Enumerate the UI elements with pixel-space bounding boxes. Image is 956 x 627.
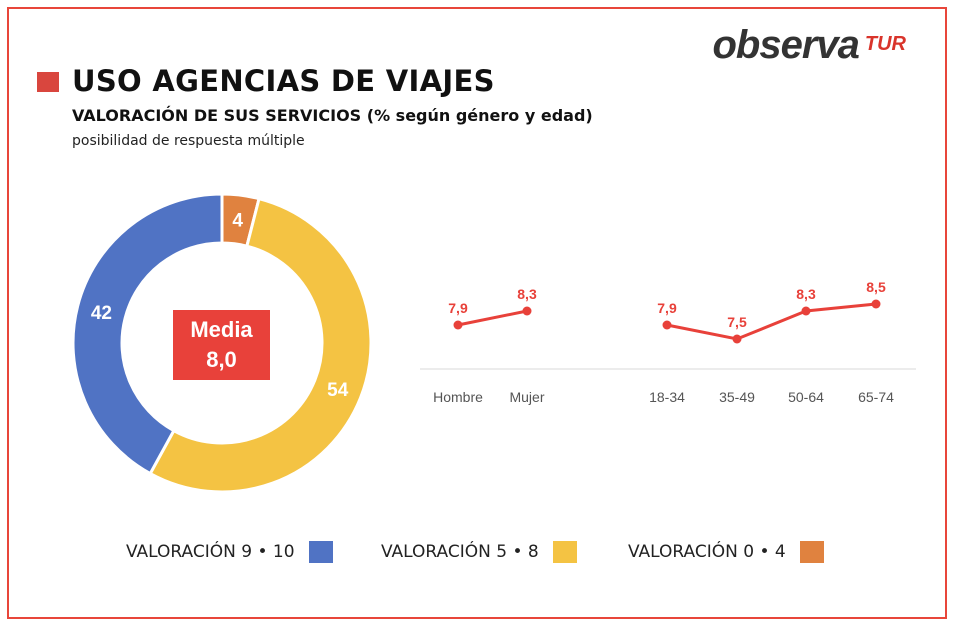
x-tick-label: 65-74 bbox=[858, 389, 894, 405]
data-point bbox=[453, 320, 463, 330]
data-point bbox=[662, 320, 672, 330]
x-tick-label: Hombre bbox=[433, 389, 483, 405]
legend-item: VALORACIÓN 5 • 8 bbox=[381, 541, 577, 563]
x-tick-label: 50-64 bbox=[788, 389, 824, 405]
legend-swatch bbox=[308, 541, 333, 563]
legend-label: VALORACIÓN 5 • 8 bbox=[381, 542, 539, 562]
legend-label: VALORACIÓN 0 • 4 bbox=[628, 542, 786, 562]
x-tick-label: Mujer bbox=[509, 389, 544, 405]
series-line bbox=[666, 302, 877, 341]
data-point bbox=[522, 306, 532, 316]
legend-item: VALORACIÓN 0 • 4 bbox=[628, 541, 824, 563]
data-label: 8,3 bbox=[517, 286, 537, 302]
slice-label: 54 bbox=[327, 380, 349, 401]
legend-item: VALORACIÓN 9 • 10 bbox=[126, 541, 333, 563]
legend-swatch bbox=[799, 541, 824, 563]
logo-suffix: TUR bbox=[864, 33, 906, 55]
note: posibilidad de respuesta múltiple bbox=[72, 133, 305, 149]
data-point bbox=[732, 334, 742, 344]
data-label: 7,9 bbox=[448, 300, 468, 316]
media-value: 8,0 bbox=[206, 347, 237, 372]
series-line bbox=[457, 309, 528, 327]
page-title: USO AGENCIAS DE VIAJES bbox=[72, 64, 495, 98]
logo-group: observa TUR bbox=[712, 22, 906, 68]
page-subtitle: VALORACIÓN DE SUS SERVICIOS (% según gén… bbox=[72, 106, 593, 125]
data-label: 8,3 bbox=[796, 286, 816, 302]
legend-swatch bbox=[552, 541, 577, 563]
donut-slice bbox=[71, 192, 224, 476]
slice-label: 42 bbox=[91, 303, 112, 324]
donut-slice bbox=[148, 196, 373, 494]
media-box: Media 8,0 bbox=[173, 310, 270, 380]
data-label: 7,9 bbox=[657, 300, 677, 316]
frame-border bbox=[7, 7, 947, 619]
data-label: 8,5 bbox=[866, 279, 886, 295]
x-tick-label: 35-49 bbox=[719, 389, 755, 405]
data-point bbox=[871, 299, 881, 309]
x-tick-label: 18-34 bbox=[649, 389, 685, 405]
media-label: Media bbox=[190, 317, 253, 342]
data-point bbox=[801, 306, 811, 316]
title-marker bbox=[37, 72, 59, 92]
data-label: 7,5 bbox=[727, 314, 747, 330]
logo: observa bbox=[712, 23, 859, 67]
slice-label: 4 bbox=[232, 210, 243, 231]
legend-label: VALORACIÓN 9 • 10 bbox=[126, 542, 295, 562]
